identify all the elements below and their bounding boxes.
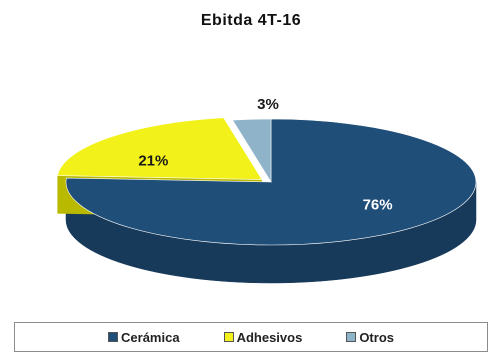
legend-item-cerámica: Cerámica [108, 330, 180, 345]
data-label-adhesivos: 21% [138, 153, 168, 170]
legend-item-adhesivos: Adhesivos [223, 329, 303, 345]
legend-item-otros: Otros [346, 330, 394, 345]
legend-swatch [223, 332, 234, 342]
data-label-cerámica: 76% [363, 197, 393, 214]
pie-chart: 76% 21% 3% [57, 96, 477, 284]
legend: Cerámica Adhesivos Otros [14, 322, 488, 352]
pie-slice-adhesivos [57, 117, 263, 180]
legend-label: Otros [359, 329, 394, 345]
data-label-otros: 3% [257, 96, 279, 113]
legend-swatch [108, 332, 119, 342]
pie-slice-cerámica [65, 118, 477, 246]
pie-slice-otros [232, 118, 272, 184]
legend-swatch [346, 332, 357, 342]
chart-title: Ebitda 4T-16 [200, 12, 302, 29]
legend-label: Cerámica [121, 329, 180, 345]
legend-label: Adhesivos [236, 329, 303, 345]
